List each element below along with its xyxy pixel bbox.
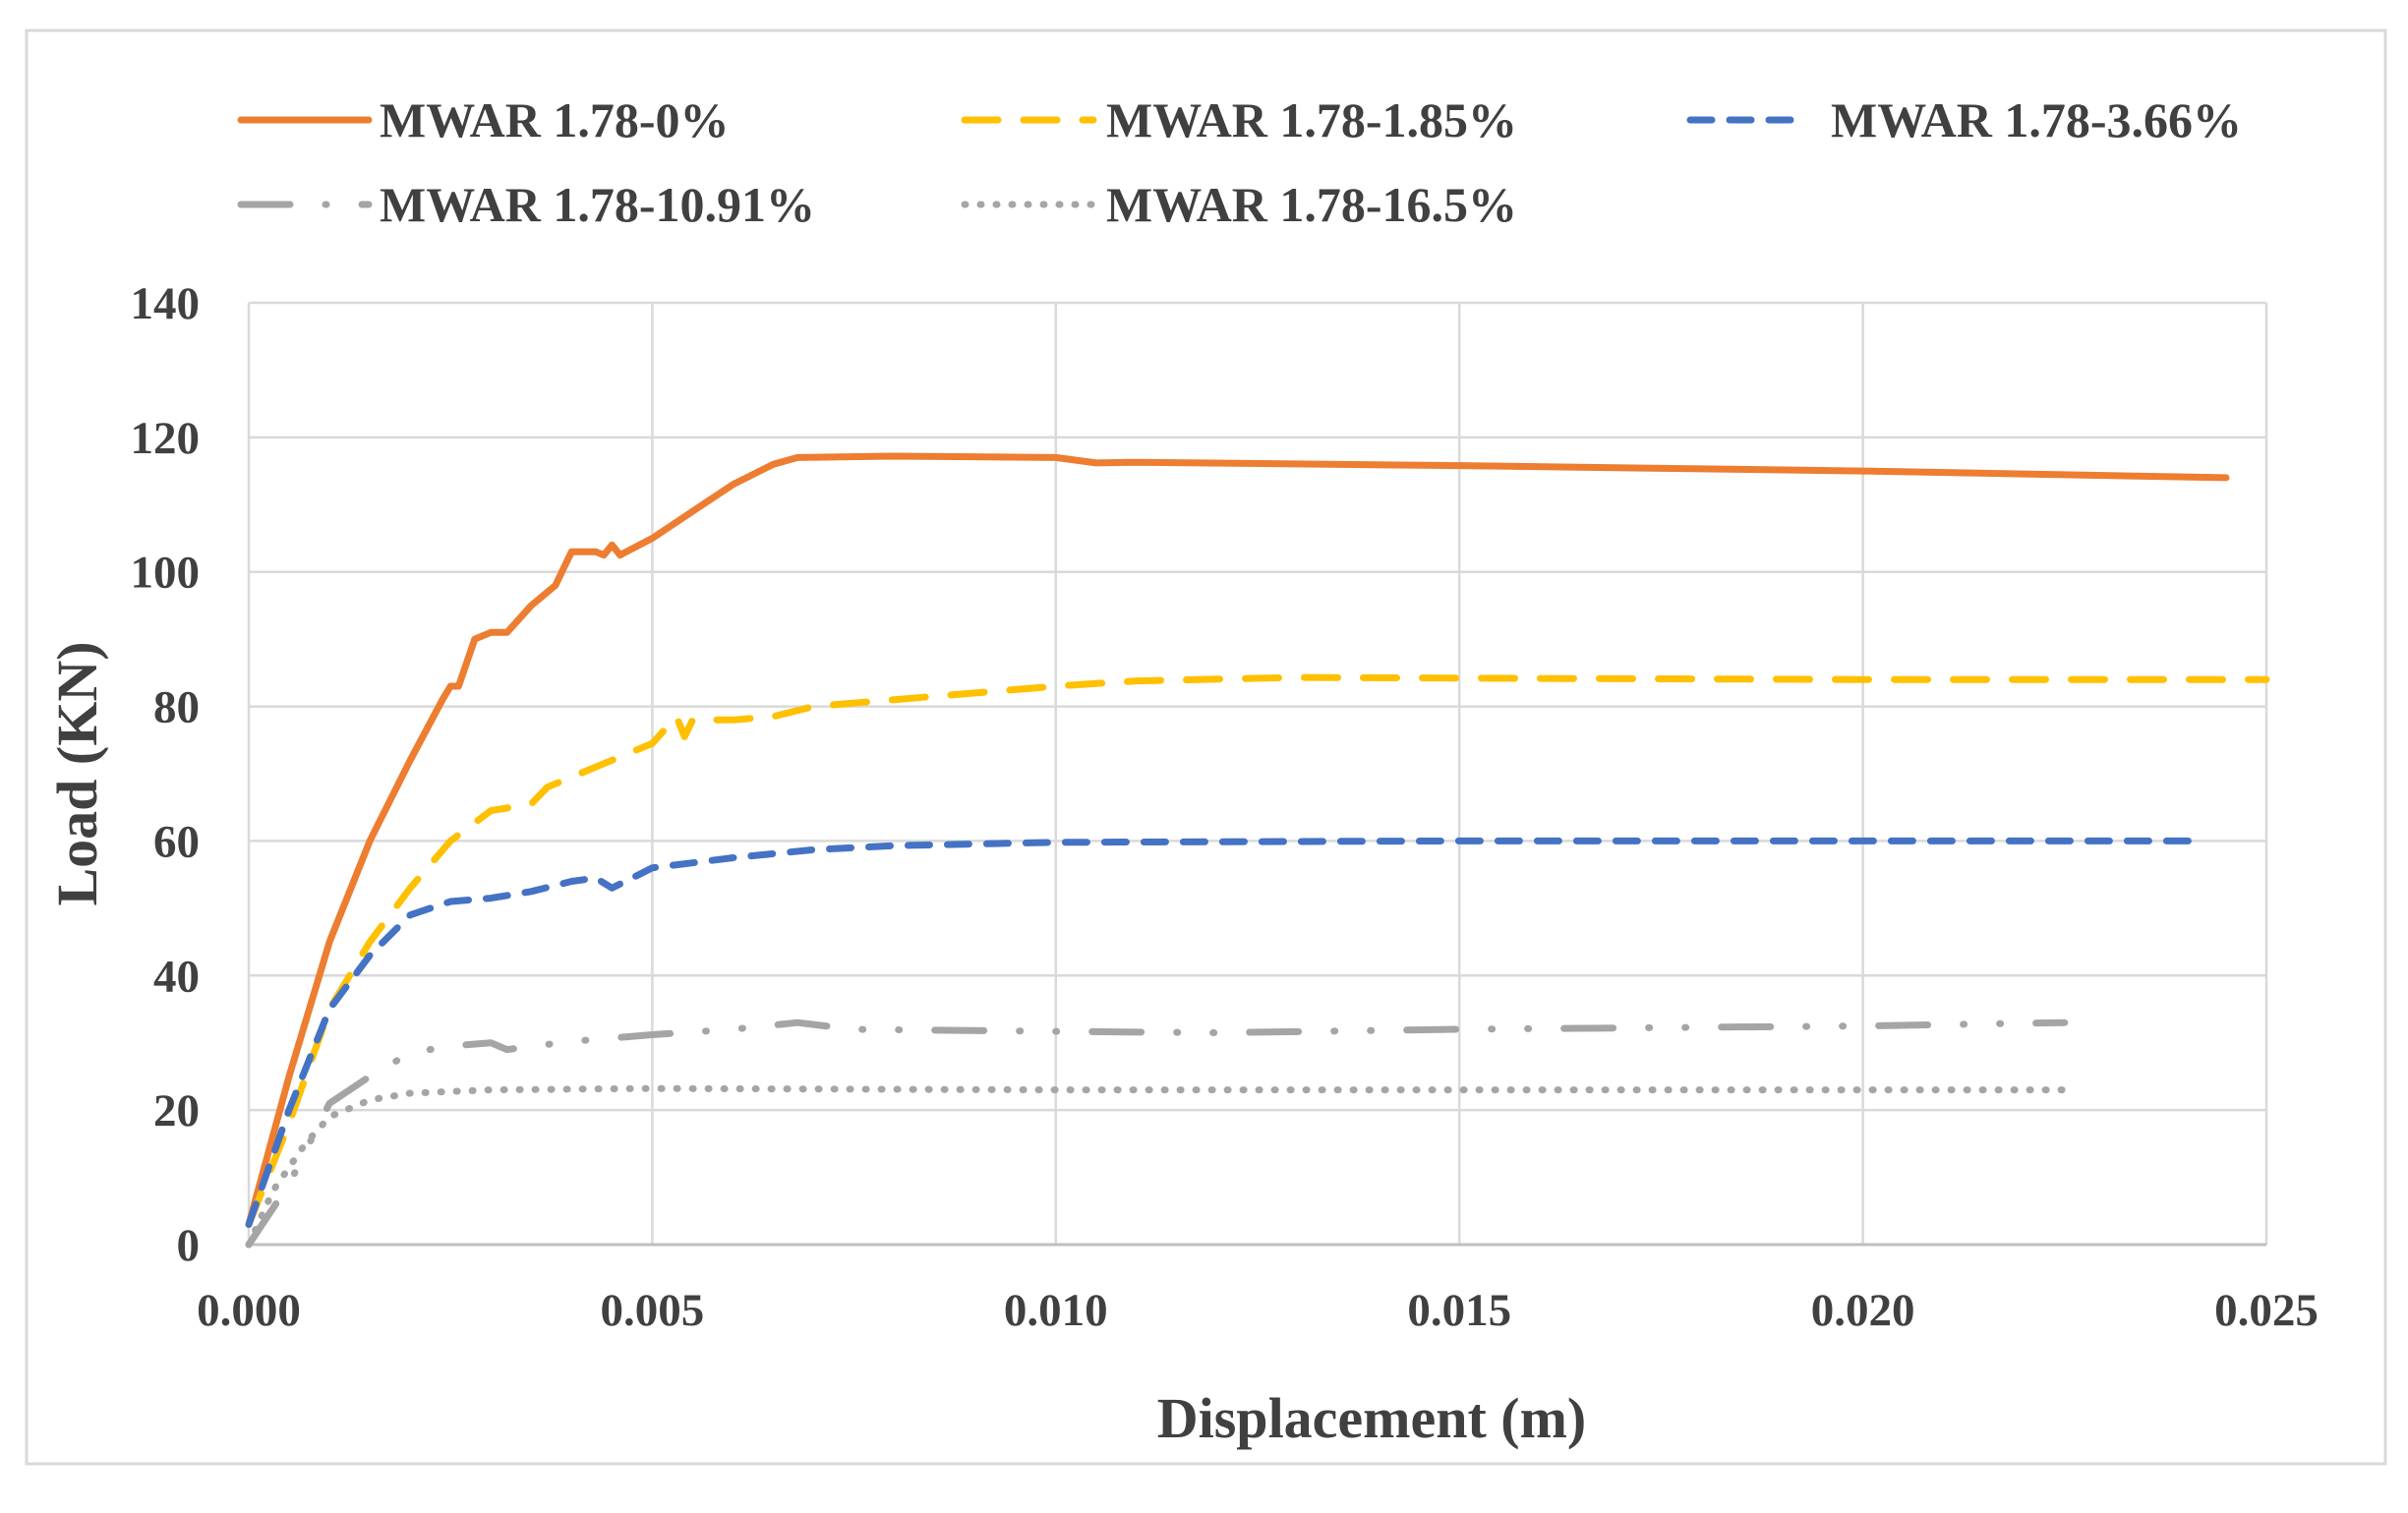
x-tick-label: 0.010 bbox=[1004, 1285, 1108, 1336]
legend-label-5: MWAR 1.78-16.5% bbox=[1106, 177, 1517, 232]
legend-label-2: MWAR 1.78-1.85% bbox=[1106, 92, 1517, 147]
y-tick-label: 60 bbox=[153, 816, 200, 867]
x-tick-label: 0.020 bbox=[1811, 1285, 1915, 1336]
y-tick-label: 0 bbox=[177, 1220, 201, 1271]
x-tick-label: 0.005 bbox=[601, 1285, 705, 1336]
y-tick-label: 120 bbox=[131, 413, 201, 464]
legend-label-4: MWAR 1.78-10.91% bbox=[380, 177, 815, 232]
y-axis-title: Load (KN) bbox=[45, 641, 109, 905]
x-tick-label: 0.025 bbox=[2214, 1285, 2319, 1336]
series-line-1 bbox=[245, 452, 2230, 1228]
y-tick-label: 40 bbox=[153, 951, 200, 1002]
x-tick-label: 0.000 bbox=[197, 1285, 301, 1336]
y-tick-label: 140 bbox=[131, 278, 201, 329]
y-tick-label: 80 bbox=[153, 682, 200, 733]
chart-frame bbox=[25, 29, 2387, 1466]
legend-label-1: MWAR 1.78-0% bbox=[380, 92, 730, 147]
x-axis-title: Displacement (m) bbox=[1157, 1386, 1587, 1450]
series-line-2 bbox=[245, 673, 2270, 1228]
y-tick-label: 20 bbox=[153, 1085, 200, 1136]
series-line-5 bbox=[245, 1084, 2069, 1249]
y-tick-label: 100 bbox=[131, 548, 201, 599]
legend-label-3: MWAR 1.78-3.66% bbox=[1831, 92, 2242, 147]
x-tick-label: 0.015 bbox=[1407, 1285, 1511, 1336]
series-line-3 bbox=[245, 837, 2205, 1228]
series-line-4 bbox=[245, 1018, 2069, 1249]
